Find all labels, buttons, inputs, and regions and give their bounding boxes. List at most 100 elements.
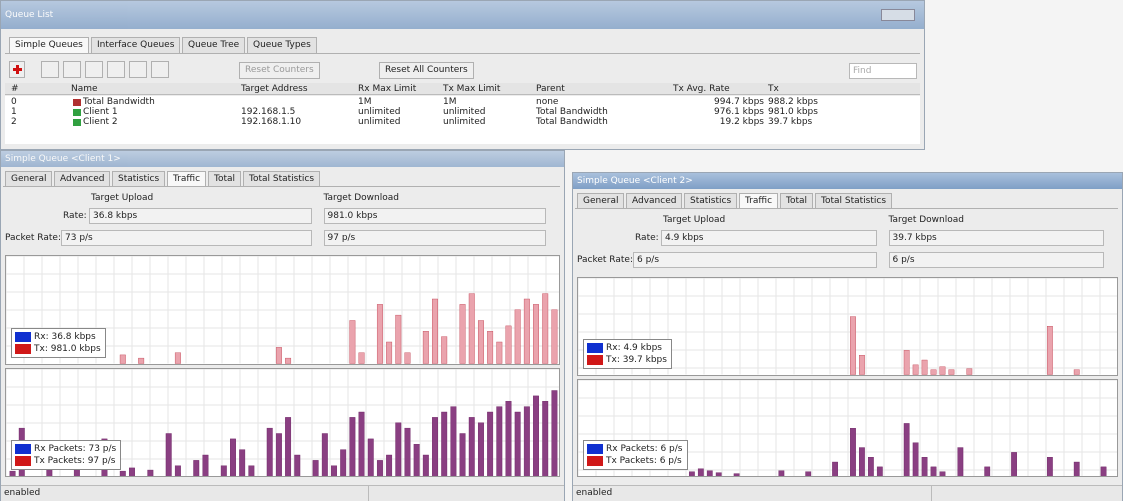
graph-bar [469, 294, 475, 364]
tab[interactable]: Advanced [54, 171, 110, 187]
field: 39.7 kbps [889, 230, 1105, 246]
column-header: Tx Avg. Rate [673, 83, 730, 95]
reset-all-counters[interactable]: Reset All Counters [379, 62, 474, 79]
tool-button[interactable] [85, 61, 103, 78]
graph-bar [441, 412, 447, 477]
graph-bar [506, 401, 512, 476]
graph-bar [423, 331, 429, 363]
table-cell: unlimited [443, 117, 485, 127]
graph-bar [985, 466, 990, 476]
label: Target Download [889, 215, 964, 225]
tool-button[interactable] [151, 61, 169, 78]
graph-bar [931, 466, 936, 476]
legend-swatch [587, 444, 603, 454]
graph-bar [469, 417, 475, 476]
column-header: Target Address [241, 83, 308, 95]
table-cell: 1M [358, 97, 372, 107]
tab[interactable]: Statistics [112, 171, 165, 187]
tool-button[interactable] [41, 61, 59, 78]
reset-counters[interactable]: Reset Counters [239, 62, 320, 79]
legend-swatch [15, 344, 31, 354]
graph-bar [138, 358, 144, 363]
graph-bar [716, 472, 721, 476]
tab[interactable]: Statistics [684, 193, 737, 209]
tab[interactable]: Queue Tree [182, 37, 245, 53]
graph-bar [377, 304, 383, 363]
graph-bar [313, 460, 319, 476]
graph-bar [267, 428, 273, 476]
window-title: Queue List [1, 1, 924, 29]
graph-bar [850, 317, 855, 375]
tab[interactable]: Total Statistics [243, 171, 320, 187]
status-divider [931, 485, 932, 501]
graph-bar [552, 310, 558, 364]
graph-bar [386, 455, 392, 477]
tab[interactable]: Total Statistics [815, 193, 892, 209]
graph-bar [689, 471, 694, 476]
graph-bar [940, 471, 945, 476]
window-title: Simple Queue <Client 2> [573, 173, 1122, 189]
graph-bar [868, 457, 873, 476]
status-divider [368, 485, 369, 501]
graph-bar [533, 395, 539, 476]
graph-bar [359, 353, 365, 364]
graph-bar [414, 444, 420, 476]
tab[interactable]: Queue Types [247, 37, 317, 53]
graph-bar [350, 321, 356, 364]
graph-bar [1047, 457, 1052, 476]
legend-entry: Tx Packets: 6 p/s [606, 455, 683, 467]
graph-bar [276, 347, 282, 363]
graph-bar [478, 422, 484, 476]
tab-strip-line [3, 186, 560, 187]
tab[interactable]: Total [780, 193, 813, 209]
graph-bar [552, 390, 558, 476]
legend-entry: Rx: 36.8 kbps [34, 331, 101, 343]
tab[interactable]: General [577, 193, 624, 209]
graph-bar [230, 438, 236, 476]
table-cell: unlimited [358, 107, 400, 117]
graph-bar [322, 433, 328, 476]
column-header: # [11, 83, 19, 95]
screen: Queue ListSimple QueuesInterface QueuesQ… [0, 0, 1123, 501]
table-cell: Total Bandwidth [536, 107, 608, 117]
table-cell: 988.2 kbps [768, 97, 818, 107]
tool-button[interactable] [107, 61, 125, 78]
window-buttons [881, 9, 915, 21]
tab[interactable]: General [5, 171, 52, 187]
graph-bar [368, 438, 374, 476]
tab[interactable]: Traffic [739, 193, 778, 209]
find-box[interactable]: Find [849, 63, 917, 79]
field: 73 p/s [61, 230, 312, 246]
legend-entry: Rx: 4.9 kbps [606, 342, 667, 354]
tab[interactable]: Simple Queues [9, 37, 89, 53]
graph-bar [707, 470, 712, 476]
graph-bar [285, 417, 291, 476]
graph-bar [175, 353, 181, 364]
graph-bar [931, 370, 936, 375]
tab[interactable]: Advanced [626, 193, 682, 209]
graph-legend: Rx: 36.8 kbpsTx: 981.0 kbps [11, 328, 106, 358]
table-cell: unlimited [443, 107, 485, 117]
field: 981.0 kbps [324, 208, 547, 224]
tab[interactable]: Traffic [167, 171, 206, 187]
tab-strip-line [575, 208, 1118, 209]
field: 36.8 kbps [89, 208, 312, 224]
graph-bar [533, 304, 539, 363]
graph-bar [396, 422, 402, 476]
tool-button[interactable] [129, 61, 147, 78]
table-cell: 981.0 kbps [768, 107, 818, 117]
tab[interactable]: Total [208, 171, 241, 187]
tool-button[interactable] [63, 61, 81, 78]
graph-bar [958, 447, 963, 476]
graph-bar [1074, 370, 1079, 375]
graph-bar [249, 465, 255, 476]
column-header: Rx Max Limit [358, 83, 416, 95]
graph-bar [949, 370, 954, 375]
label: Target Upload [663, 215, 725, 225]
legend-swatch [587, 456, 603, 466]
graph-bar [524, 406, 530, 476]
tab[interactable]: Interface Queues [91, 37, 180, 53]
table-cell: 19.2 kbps [720, 117, 764, 127]
